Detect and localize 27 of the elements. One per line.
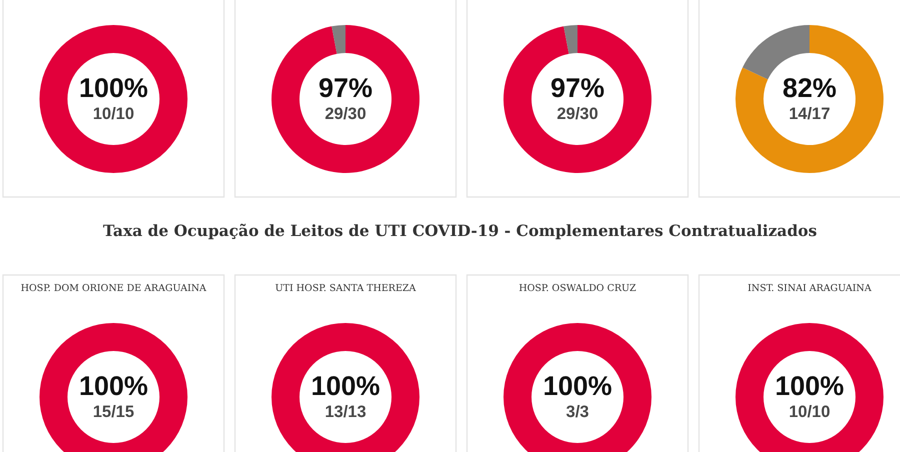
text: 100% (542, 371, 612, 401)
text: 29/30 (556, 105, 598, 123)
chart-title: UTI HOSP. SANTA THEREZA (275, 283, 416, 294)
donut-slice (564, 25, 578, 54)
chart-title: INST. SINAI ARAGUAINA (748, 283, 872, 294)
text: 3/3 (566, 403, 589, 421)
text: 29/30 (324, 105, 366, 123)
text: 100% (78, 371, 148, 401)
donut-slice (272, 25, 420, 173)
donut-slice (504, 25, 652, 173)
text: Taxa de Ocupação de Leitos de UTI COVID-19 - Complementares Contratualizados (103, 221, 818, 240)
donut-slice (742, 25, 810, 80)
chart-title: HOSP. DOM ORIONE DE ARAGUAINA (20, 283, 206, 294)
donut-slice (736, 25, 884, 173)
text: 13/13 (324, 403, 366, 421)
text: 10/10 (788, 403, 830, 421)
text: 10/10 (92, 105, 134, 123)
chart-title: HOSP. OSWALDO CRUZ (518, 283, 637, 294)
text: 97% (550, 73, 605, 103)
text: 14/17 (788, 105, 830, 123)
donut-slice (332, 25, 346, 54)
text: 100% (774, 371, 844, 401)
text: 82% (782, 73, 837, 103)
text: 15/15 (92, 403, 134, 421)
text: 100% (310, 371, 380, 401)
text: 100% (78, 73, 148, 103)
text: 97% (318, 73, 373, 103)
